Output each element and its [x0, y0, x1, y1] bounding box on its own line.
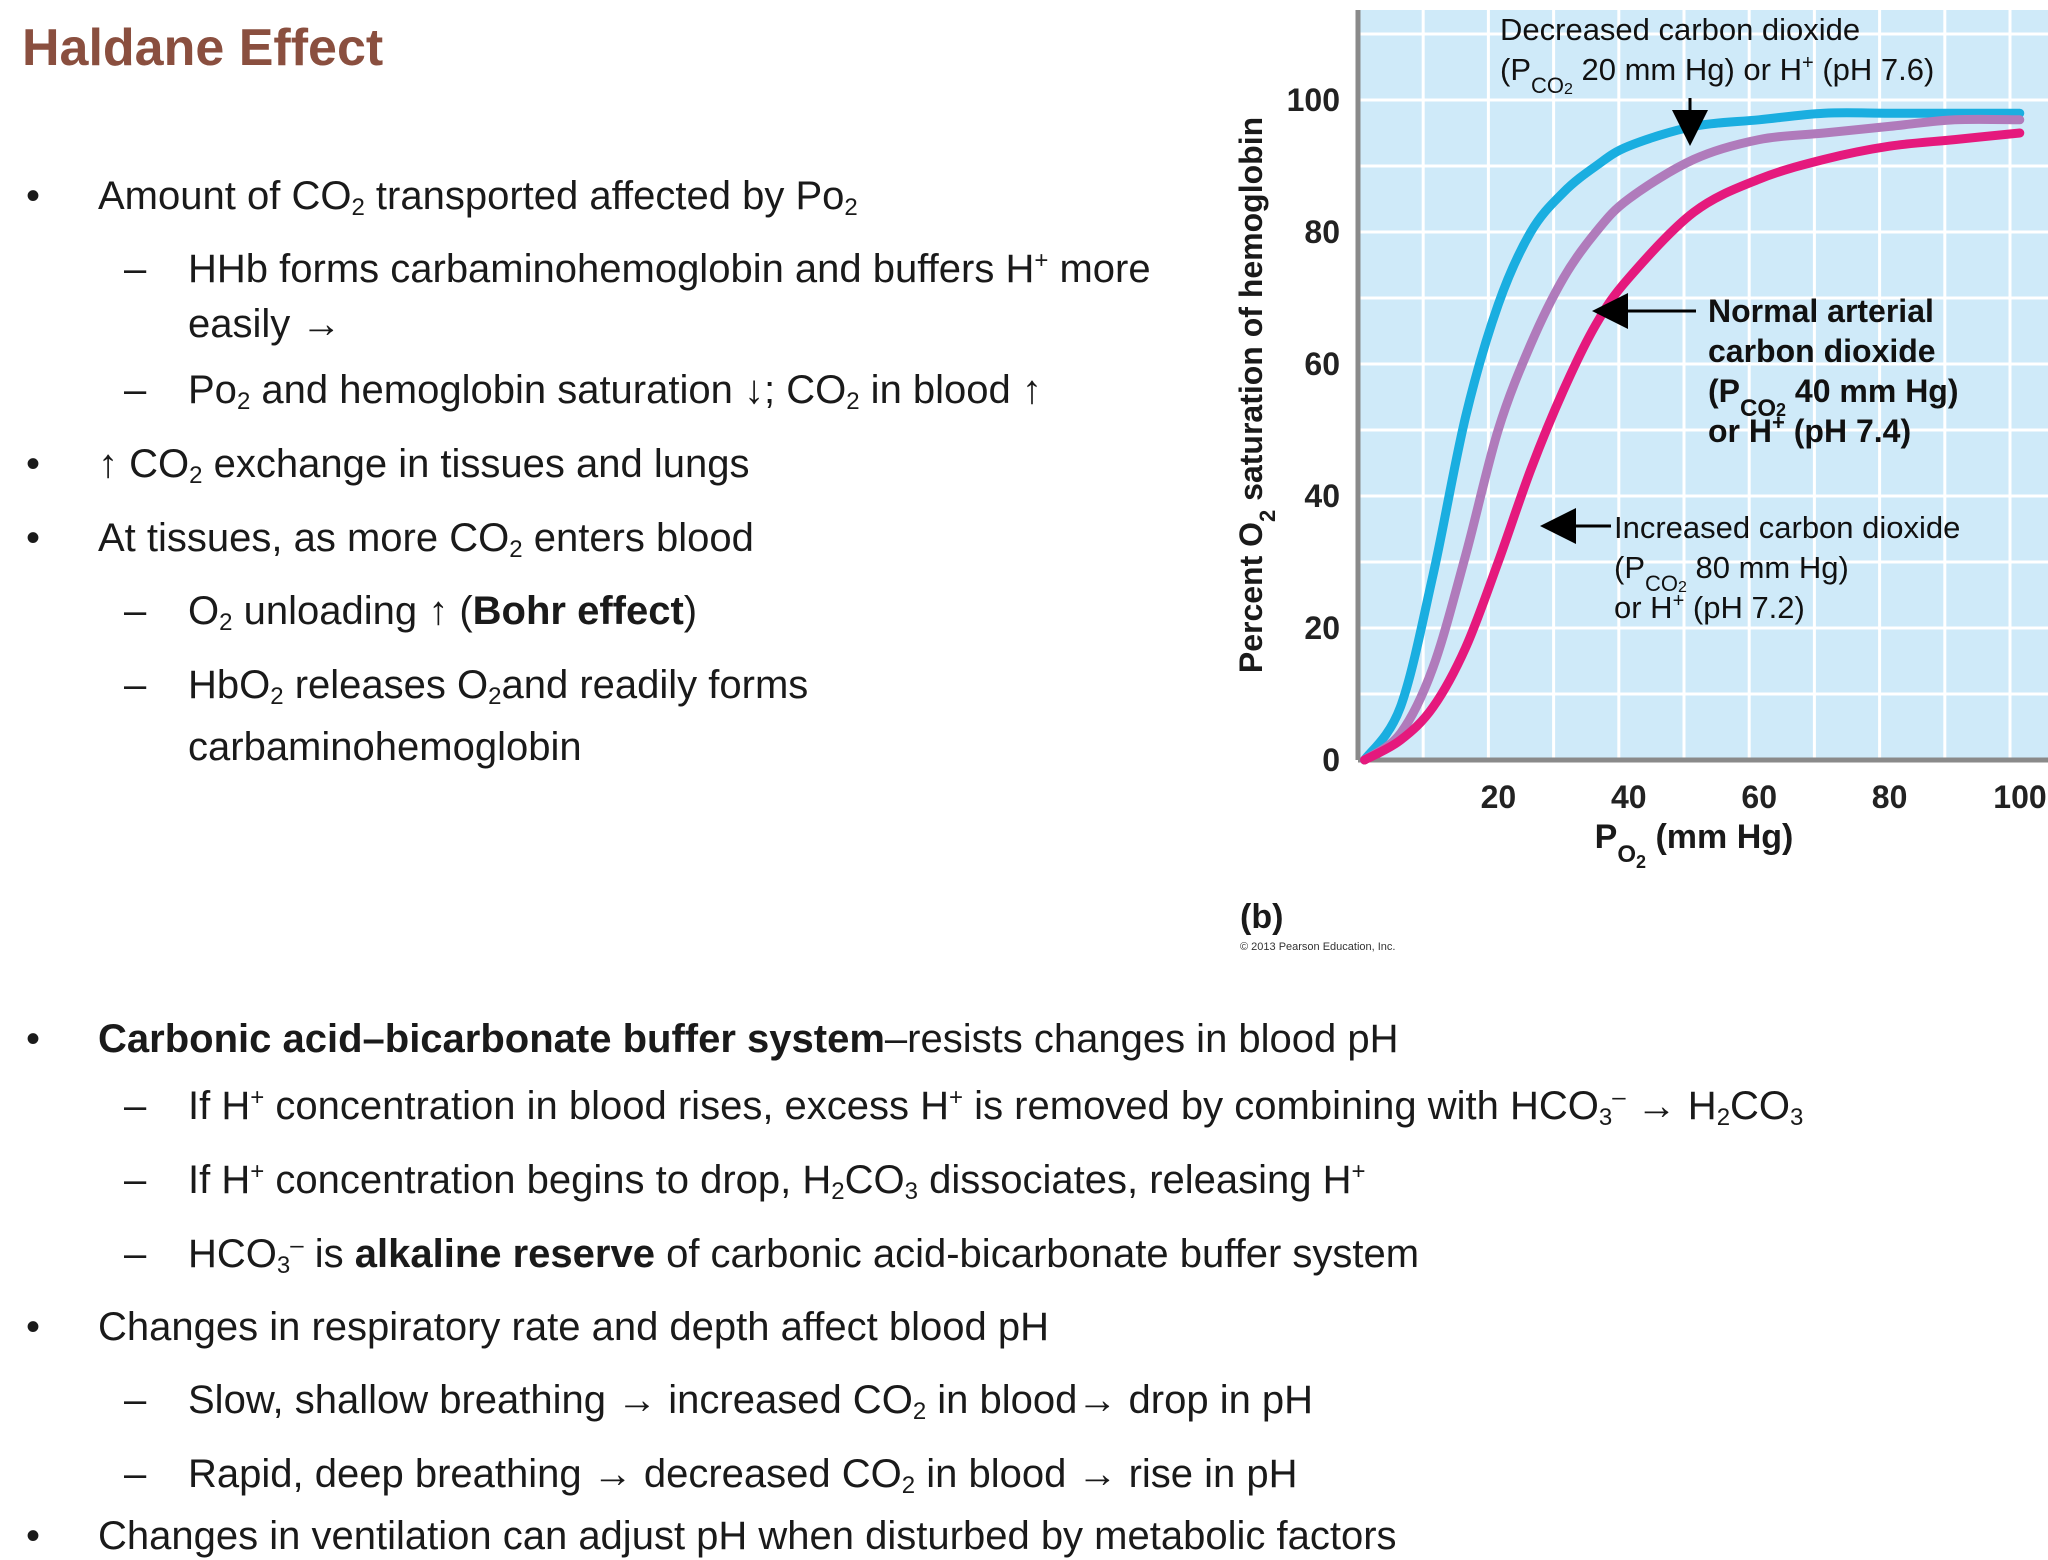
dash-marker: –: [124, 663, 147, 707]
dash-marker: –: [124, 589, 147, 633]
annotation-decreased-co2: Decreased carbon dioxide: [1500, 12, 1860, 47]
sub-bullet-text: O2 unloading ↑ (Bohr effect): [188, 589, 698, 636]
sub-bullet-text: Rapid, deep breathing → decreased CO2 in…: [188, 1452, 1298, 1499]
dash-marker: –: [124, 1452, 147, 1496]
bullet-marker: •: [26, 516, 41, 560]
sub-bullet-text: If H+ concentration begins to drop, H2CO…: [188, 1158, 1366, 1205]
bullet-text: Changes in ventilation can adjust pH whe…: [98, 1514, 1397, 1558]
dash-marker: –: [124, 1084, 147, 1128]
annotation-increased-co2: Increased carbon dioxide: [1614, 510, 1960, 545]
bullet-marker: •: [26, 442, 41, 486]
bullet-marker: •: [26, 1305, 41, 1349]
dash-marker: –: [124, 1378, 147, 1422]
y-tick-label: 40: [1304, 478, 1340, 514]
dash-marker: –: [124, 1158, 147, 1202]
sub-bullet-text: Slow, shallow breathing → increased CO2 …: [188, 1378, 1314, 1425]
bullet-text: Carbonic acid–bicarbonate buffer system–…: [98, 1017, 1399, 1061]
sub-bullet-text: HbO2 releases O2and readily forms: [188, 663, 809, 710]
x-tick-label: 40: [1611, 779, 1647, 815]
bullet-marker: •: [26, 1514, 41, 1558]
sub-bullet-text: HCO3– is alkaline reserve of carbonic ac…: [188, 1232, 1420, 1279]
x-tick-label: 80: [1872, 779, 1908, 815]
y-tick-label: 20: [1304, 610, 1340, 646]
sub-bullet-text: easily →: [188, 302, 342, 346]
x-tick-label: 20: [1481, 779, 1517, 815]
oxygen-dissociation-figure: 0 20 40 60 80 100 20 40 60 80 100 Percent O2 satur…: [1228, 0, 2048, 965]
sub-bullet-text: HHb forms carbaminohemoglobin and buffer…: [188, 247, 1151, 291]
bullet-text: At tissues, as more CO2 enters blood: [98, 516, 754, 563]
bullet-text: Amount of CO2 transported affected by Po…: [98, 174, 858, 221]
panel-label: (b): [1240, 898, 1283, 936]
copyright-text: © 2013 Pearson Education, Inc.: [1240, 941, 1395, 953]
bullet-text: ↑ CO2 exchange in tissues and lungs: [98, 442, 750, 489]
x-axis-label: PO2 (mm Hg): [1595, 818, 1794, 872]
annotation-increased-co2: or H+ (pH 7.2): [1614, 590, 1805, 625]
sub-bullet-text: carbaminohemoglobin: [188, 725, 582, 769]
bullet-marker: •: [26, 1017, 41, 1061]
y-tick-label: 100: [1287, 82, 1340, 118]
y-tick-label: 60: [1304, 346, 1340, 382]
annotation-normal-co2: or H+ (pH 7.4): [1708, 410, 1911, 450]
slide-title: Haldane Effect: [22, 19, 384, 77]
sub-bullet-text: Po2 and hemoglobin saturation ↓; CO2 in …: [188, 368, 1042, 415]
dash-marker: –: [124, 368, 147, 412]
annotation-normal-co2: Normal arterial: [1708, 293, 1934, 329]
y-axis-label: Percent O2 saturation of hemoglobin: [1233, 117, 1280, 673]
curve-normal-co2: [1360, 114, 2025, 765]
y-tick-label: 80: [1304, 214, 1340, 250]
x-tick-label: 100: [1993, 779, 2046, 815]
dash-marker: –: [124, 1232, 147, 1276]
sub-bullet-text: If H+ concentration in blood rises, exce…: [188, 1084, 1804, 1131]
annotation-normal-co2: carbon dioxide: [1708, 333, 1936, 369]
curve-decreased-co2: [1360, 108, 2025, 765]
y-tick-label: 0: [1322, 742, 1340, 778]
dash-marker: –: [124, 247, 147, 291]
bullet-marker: •: [26, 174, 41, 218]
bullet-text: Changes in respiratory rate and depth af…: [98, 1305, 1049, 1349]
x-tick-label: 60: [1741, 779, 1777, 815]
chart-svg: 0 20 40 60 80 100 20 40 60 80 100 Percent O2 satur…: [1233, 10, 2048, 953]
